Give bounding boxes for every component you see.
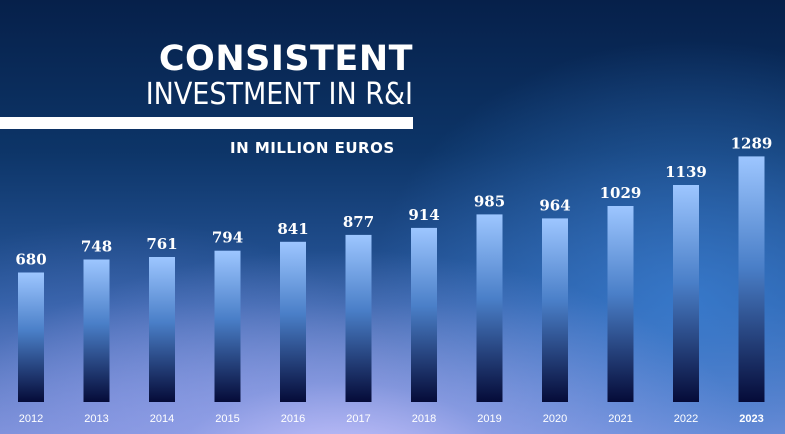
bar-2023 xyxy=(738,156,765,402)
value-label-2021: 1029 xyxy=(600,184,642,202)
x-tick-2020: 2020 xyxy=(543,413,567,425)
value-label-2013: 748 xyxy=(81,238,112,256)
x-tick-2019: 2019 xyxy=(477,413,501,425)
value-label-2022: 1139 xyxy=(665,163,707,181)
bar-2012 xyxy=(18,272,44,402)
bar-2016 xyxy=(280,241,306,402)
title-sub: INVESTMENT IN R&I xyxy=(145,77,413,112)
x-tick-2012: 2012 xyxy=(19,413,43,425)
x-tick-2021: 2021 xyxy=(608,413,632,425)
value-label-2012: 680 xyxy=(15,251,46,269)
x-tick-2015: 2015 xyxy=(215,413,239,425)
title-main: CONSISTENT xyxy=(158,39,413,79)
value-label-2023: 1289 xyxy=(731,134,773,152)
bar-2020 xyxy=(542,218,568,402)
x-tick-2013: 2013 xyxy=(84,413,108,425)
x-tick-2016: 2016 xyxy=(281,413,305,425)
value-label-2018: 914 xyxy=(408,206,439,224)
x-tick-2014: 2014 xyxy=(150,413,174,425)
x-tick-2022: 2022 xyxy=(674,413,698,425)
bar-2014 xyxy=(149,257,175,402)
bar-2022 xyxy=(673,185,699,402)
x-tick-2017: 2017 xyxy=(346,413,370,425)
value-labels-group: 680 748 761 794 841 877 914 985 964 1029 1139 1289 xyxy=(15,134,772,268)
bar-2013 xyxy=(83,259,110,402)
bars-group xyxy=(18,156,765,402)
bar-2017 xyxy=(345,234,372,402)
value-label-2020: 964 xyxy=(539,196,570,214)
title-underline xyxy=(0,117,413,129)
unit-label: IN MILLION EUROS xyxy=(230,139,395,157)
bar-2021 xyxy=(607,206,634,402)
bar-2015 xyxy=(214,250,241,402)
chart-title: CONSISTENT INVESTMENT IN R&I xyxy=(146,40,413,112)
x-tick-2018: 2018 xyxy=(412,413,436,425)
value-label-2015: 794 xyxy=(212,229,243,247)
bar-2019 xyxy=(476,214,503,402)
value-label-2016: 841 xyxy=(277,220,308,238)
bar-2018 xyxy=(411,227,437,402)
x-axis-ticks: 2012 2013 2014 2015 2016 2017 2018 2019 2020 2021… xyxy=(19,413,764,425)
value-label-2014: 761 xyxy=(146,235,177,253)
value-label-2019: 985 xyxy=(474,192,505,210)
value-label-2017: 877 xyxy=(343,213,374,231)
x-tick-2023: 2023 xyxy=(739,413,763,425)
